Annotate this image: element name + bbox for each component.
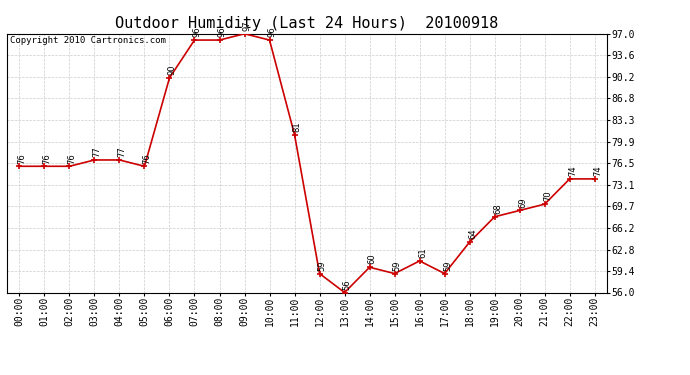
Text: 96: 96	[193, 27, 201, 37]
Text: 74: 74	[568, 165, 577, 176]
Text: 96: 96	[218, 27, 227, 37]
Text: 56: 56	[343, 279, 352, 290]
Text: 64: 64	[468, 229, 477, 239]
Text: 61: 61	[418, 248, 427, 258]
Text: 69: 69	[518, 197, 527, 208]
Text: 70: 70	[543, 191, 552, 201]
Text: 77: 77	[118, 147, 127, 157]
Text: 76: 76	[143, 153, 152, 164]
Text: 76: 76	[43, 153, 52, 164]
Text: 76: 76	[18, 153, 27, 164]
Text: 97: 97	[243, 20, 252, 31]
Text: Copyright 2010 Cartronics.com: Copyright 2010 Cartronics.com	[10, 36, 166, 45]
Text: 60: 60	[368, 254, 377, 264]
Text: 77: 77	[92, 147, 101, 157]
Text: 76: 76	[68, 153, 77, 164]
Text: 59: 59	[318, 260, 327, 271]
Text: 90: 90	[168, 64, 177, 75]
Text: 59: 59	[393, 260, 402, 271]
Text: 81: 81	[293, 122, 302, 132]
Text: 96: 96	[268, 27, 277, 37]
Text: 59: 59	[443, 260, 452, 271]
Text: 68: 68	[493, 203, 502, 214]
Text: 74: 74	[593, 165, 602, 176]
Title: Outdoor Humidity (Last 24 Hours)  20100918: Outdoor Humidity (Last 24 Hours) 2010091…	[115, 16, 499, 31]
